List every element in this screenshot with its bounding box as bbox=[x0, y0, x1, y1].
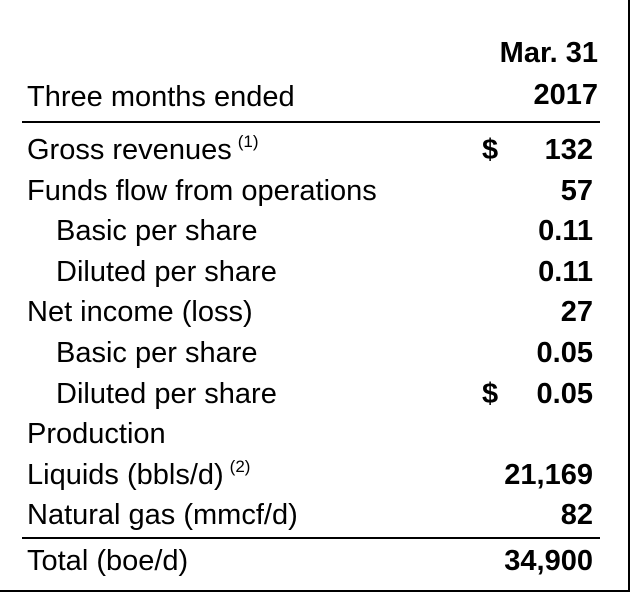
row-label: Basic per share bbox=[56, 336, 258, 369]
row-value: 0.11 bbox=[538, 215, 593, 248]
table-row-liquids: Liquids (bbls/d) (2) 21,169 bbox=[0, 455, 628, 496]
row-label: Diluted per share bbox=[56, 377, 277, 410]
table-row-ni-basic: Basic per share 0.05 bbox=[0, 333, 628, 374]
row-value: 82 bbox=[560, 499, 593, 532]
row-label: Net income (loss) bbox=[27, 296, 253, 329]
row-value: 0.05 bbox=[536, 336, 593, 369]
table-row-gross-revenues: Gross revenues (1) $ 132 bbox=[0, 130, 628, 171]
table-row-ff-diluted: Diluted per share 0.11 bbox=[0, 252, 628, 293]
row-label: Funds flow from operations bbox=[27, 174, 377, 207]
currency-symbol: $ bbox=[482, 377, 499, 410]
footnote-marker: (2) bbox=[229, 456, 251, 476]
table-row-total: Total (boe/d) 34,900 bbox=[0, 541, 628, 581]
table-row-natural-gas: Natural gas (mmcf/d) 82 bbox=[0, 495, 628, 536]
row-value: 21,169 bbox=[504, 458, 593, 491]
table-row-ff-basic: Basic per share 0.11 bbox=[0, 211, 628, 252]
row-label: Diluted per share bbox=[56, 255, 277, 288]
row-value: 0.11 bbox=[538, 255, 593, 288]
row-value: 132 bbox=[544, 134, 593, 166]
total-value: 34,900 bbox=[504, 545, 593, 577]
table-row-ni-diluted: Diluted per share $ 0.05 bbox=[0, 374, 628, 415]
table-row-net-income: Net income (loss) 27 bbox=[0, 292, 628, 333]
row-value: 27 bbox=[560, 296, 593, 329]
total-label: Total (boe/d) bbox=[27, 545, 189, 577]
header-divider bbox=[22, 121, 600, 123]
column-header-year: 2017 bbox=[533, 79, 598, 111]
row-label: Basic per share bbox=[56, 215, 258, 248]
row-label: Natural gas (mmcf/d) bbox=[27, 499, 298, 532]
column-header-period: Mar. 31 bbox=[499, 37, 598, 69]
currency-symbol: $ bbox=[482, 134, 499, 166]
footnote-marker: (1) bbox=[237, 132, 259, 151]
row-label: Production bbox=[27, 418, 166, 451]
row-label: Gross revenues (1) bbox=[27, 132, 259, 166]
table-row-funds-flow: Funds flow from operations 57 bbox=[0, 171, 628, 212]
row-label: Liquids (bbls/d) (2) bbox=[27, 456, 251, 491]
row-value: 0.05 bbox=[536, 377, 593, 410]
table-body: Gross revenues (1) $ 132 Funds flow from … bbox=[0, 130, 628, 536]
total-divider bbox=[22, 537, 600, 539]
row-value: 57 bbox=[560, 174, 593, 207]
table-row-production: Production bbox=[0, 414, 628, 455]
column-header-label: Three months ended bbox=[27, 81, 295, 113]
